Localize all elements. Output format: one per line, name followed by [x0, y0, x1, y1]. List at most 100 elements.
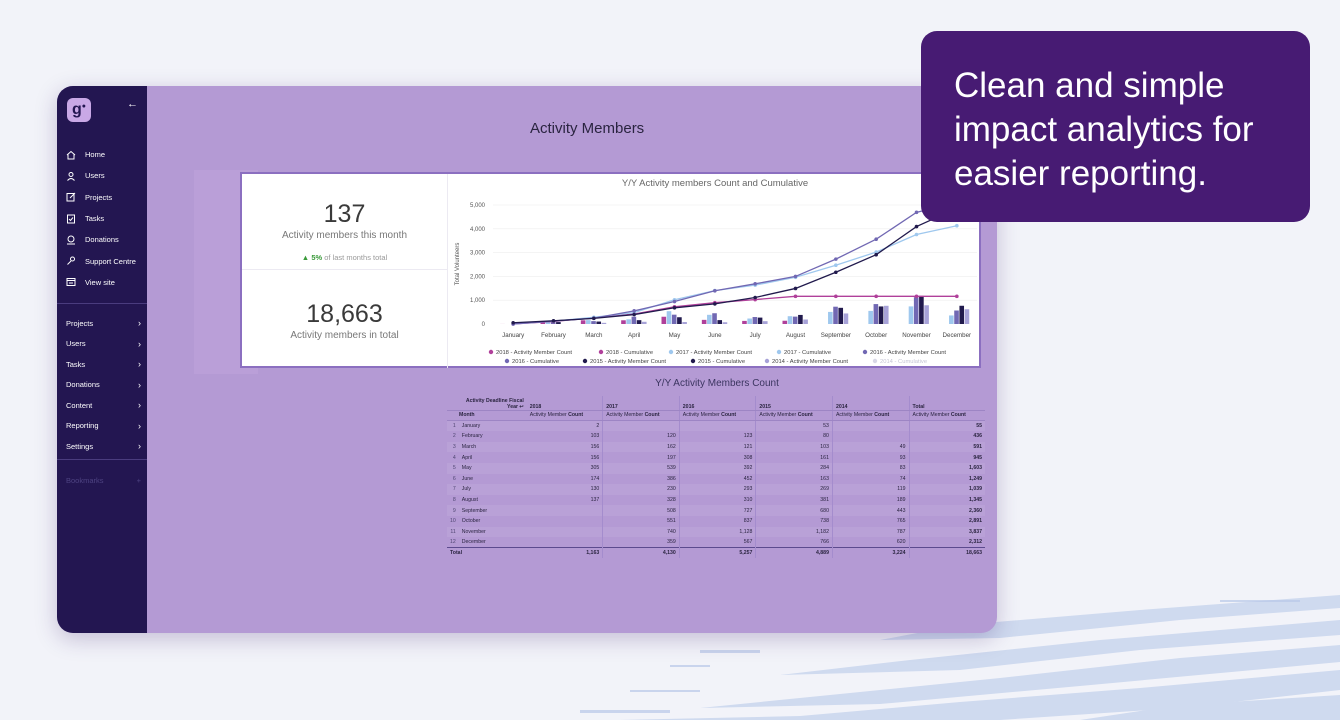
sidebar-item-support-centre[interactable]: Support Centre — [57, 250, 147, 271]
chevron-right-icon: › — [138, 338, 141, 349]
chevron-right-icon: › — [138, 400, 141, 411]
chart-title: Y/Y Activity members Count and Cumulativ… — [622, 178, 808, 189]
total-label: Total — [447, 547, 527, 559]
table-row: 11 November 740 1,128 1,182 787 3,837 — [447, 526, 985, 538]
x-tick-label: December — [943, 332, 972, 339]
add-bookmark-icon[interactable]: + — [136, 476, 141, 485]
sidebar-section-settings[interactable]: Settings › — [57, 436, 147, 457]
sidebar-section-donations[interactable]: Donations › — [57, 375, 147, 396]
legend-label[interactable]: 2015 - Cumulative — [698, 359, 745, 365]
row-total-cell: 3,837 — [908, 526, 985, 538]
legend-label[interactable]: 2016 - Cumulative — [512, 359, 559, 365]
table-row: 6 June 174 386 452 163 74 1,249 — [447, 473, 985, 485]
bar-2017-december — [949, 315, 954, 324]
month-cell: September — [458, 505, 527, 516]
count-cell: 443 — [831, 505, 910, 516]
legend-label[interactable]: 2017 - Activity Member Count — [676, 350, 752, 356]
bar-2015-june — [717, 320, 723, 324]
sidebar-item-donations[interactable]: Donations — [57, 229, 147, 250]
month-cell: July — [458, 484, 527, 495]
count-cell: 765 — [831, 515, 910, 527]
section-label: Projects — [66, 318, 94, 328]
count-cell: 452 — [678, 473, 756, 485]
count-cell — [678, 420, 756, 432]
row-index: 5 — [447, 462, 459, 474]
bar-2016-august — [792, 316, 798, 324]
collapse-arrow-icon[interactable]: ← — [127, 98, 138, 110]
line-2016-cumulative — [513, 201, 957, 325]
legend-label[interactable]: 2015 - Activity Member Count — [590, 359, 666, 365]
legend-label[interactable]: 2016 - Activity Member Count — [870, 350, 946, 356]
sidebar-divider — [57, 303, 147, 304]
legend-swatch — [598, 349, 604, 355]
row-total-cell: 436 — [908, 431, 985, 442]
corner-label-line-2: Year ↩ — [507, 403, 524, 410]
logo[interactable]: g ● — [67, 98, 91, 122]
x-tick-label: November — [902, 332, 931, 339]
total-cell: 4,130 — [602, 547, 680, 559]
bar-2015-april — [636, 320, 642, 324]
legend-swatch — [764, 358, 770, 364]
sidebar-section-content[interactable]: Content › — [57, 395, 147, 416]
sidebar-section-users[interactable]: Users › — [57, 334, 147, 355]
bookmarks-label: Bookmarks — [66, 476, 104, 485]
legend-label[interactable]: 2018 - Activity Member Count — [496, 350, 572, 356]
point-2015-september — [834, 270, 838, 275]
corner-label-line-1: Activity Deadline Fiscal — [465, 397, 524, 404]
x-tick-label: January — [502, 332, 525, 339]
section-label: Users — [66, 339, 86, 349]
sidebar-item-tasks[interactable]: Tasks — [57, 208, 147, 229]
count-cell: 130 — [526, 484, 603, 495]
edit-icon — [66, 192, 76, 202]
legend-label[interactable]: 2014 - Activity Member Count — [772, 359, 848, 365]
user-icon — [66, 171, 76, 181]
point-2015-march — [592, 316, 596, 321]
legend-label[interactable]: 2014 - Cumulative — [880, 359, 927, 365]
section-label: Content — [66, 400, 93, 410]
home-icon — [66, 150, 76, 160]
count-cell: 121 — [678, 441, 756, 453]
year-header: Total — [908, 396, 985, 411]
kpi-change-value: 5% — [311, 253, 323, 262]
row-index: 10 — [450, 518, 456, 525]
point-2016-october — [874, 237, 878, 242]
kpi-value: 18,663 — [306, 300, 383, 328]
legend-label[interactable]: 2018 - Cumulative — [606, 350, 653, 356]
bar-2014-may — [682, 322, 687, 324]
count-cell: 74 — [831, 473, 910, 485]
point-2018-september — [834, 294, 838, 299]
count-cell: 189 — [831, 494, 910, 506]
sidebar-item-users[interactable]: Users — [57, 165, 147, 186]
sidebar-item-view-site[interactable]: View site — [57, 272, 147, 293]
table-row: 3 March 156 162 121 103 49 591 — [447, 441, 985, 453]
bar-2014-november — [924, 305, 929, 324]
legend-label[interactable]: 2017 - Cumulative — [784, 350, 831, 356]
bar-2017-may — [666, 311, 672, 324]
count-cell — [831, 420, 910, 432]
support-icon — [66, 256, 76, 266]
sidebar-section-reporting[interactable]: Reporting › — [57, 416, 147, 437]
sidebar-item-home[interactable]: Home — [57, 144, 147, 165]
y-tick-label: 5,000 — [470, 203, 486, 209]
table-row: 10 October 551 837 738 765 2,891 — [447, 515, 985, 527]
bar-2014-march — [601, 322, 607, 324]
bar-2018-may — [661, 316, 667, 324]
y-tick-label: 3,000 — [470, 251, 486, 257]
point-2017-november — [914, 232, 919, 237]
total-cell: 3,224 — [831, 547, 910, 559]
year-header: 2016 — [678, 396, 756, 411]
bar-2017-june — [707, 314, 712, 324]
count-cell: 123 — [678, 431, 756, 442]
point-2015-january — [511, 320, 515, 325]
row-total-cell: 2,312 — [908, 537, 985, 548]
sidebar-divider — [57, 459, 147, 460]
legend-swatch — [582, 358, 588, 364]
sidebar-section-projects[interactable]: Projects › — [57, 313, 147, 334]
sidebar-item-projects[interactable]: Projects — [57, 187, 147, 208]
legend-swatch — [862, 349, 868, 355]
count-column-header: Activity Member Count — [755, 410, 833, 422]
sidebar-nav-sections: Projects › Users › Tasks › Donations › Conte… — [57, 313, 147, 457]
bookmarks-row[interactable]: Bookmarks + — [66, 476, 141, 485]
sidebar-section-tasks[interactable]: Tasks › — [57, 354, 147, 375]
activity-members-chart: Y/Y Activity members Count and Cumulativ… — [455, 178, 977, 365]
